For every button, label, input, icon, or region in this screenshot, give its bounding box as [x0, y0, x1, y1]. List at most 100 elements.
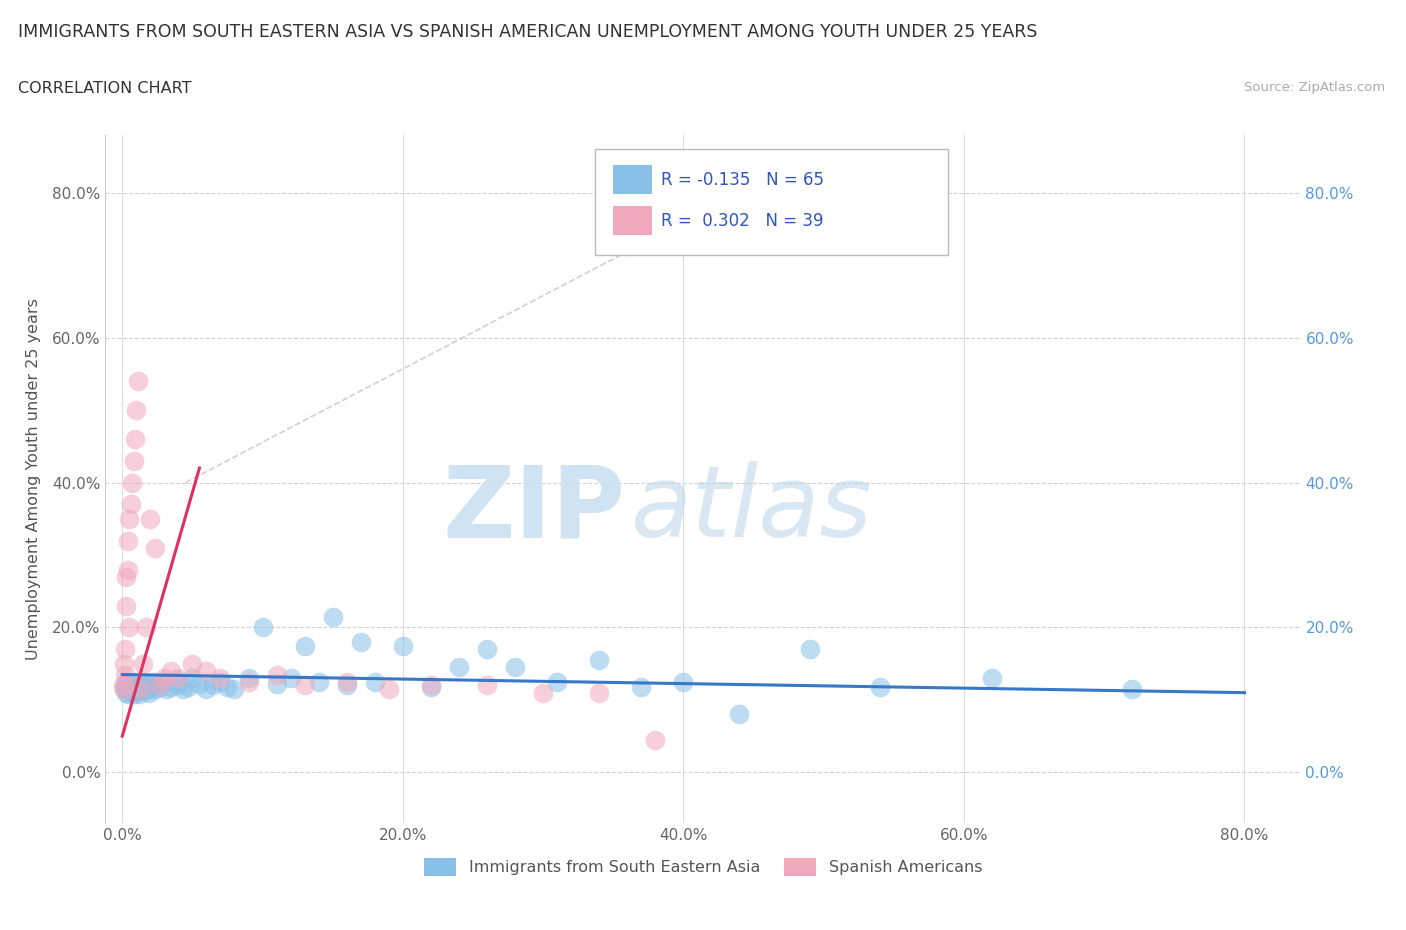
Point	[378, 682, 401, 697]
Point	[364, 674, 387, 689]
Point	[177, 680, 200, 695]
Point	[447, 660, 470, 675]
Point	[132, 657, 155, 671]
Point	[630, 680, 652, 695]
Point	[728, 707, 751, 722]
Point	[124, 432, 146, 446]
Point	[120, 676, 142, 691]
Point	[238, 674, 260, 689]
Point	[125, 403, 148, 418]
Point	[475, 678, 498, 693]
Point	[114, 667, 136, 682]
Point	[122, 454, 145, 469]
Point	[149, 680, 172, 695]
Point	[167, 678, 190, 693]
Point	[120, 684, 142, 698]
Point	[266, 676, 288, 691]
Point	[217, 680, 239, 695]
Point	[115, 569, 138, 584]
Point	[118, 620, 141, 635]
Point	[118, 512, 141, 526]
Point	[112, 682, 135, 697]
Point	[1121, 682, 1143, 697]
Point	[115, 685, 138, 700]
Point	[153, 674, 176, 689]
Text: Source: ZipAtlas.com: Source: ZipAtlas.com	[1244, 81, 1385, 94]
Point	[120, 497, 142, 512]
Point	[209, 674, 232, 689]
Point	[153, 671, 176, 685]
Point	[195, 663, 218, 678]
Text: R = -0.135   N = 65: R = -0.135 N = 65	[661, 170, 824, 189]
Point	[112, 682, 135, 697]
Point	[114, 642, 136, 657]
Point	[672, 674, 695, 689]
Point	[350, 634, 373, 649]
Point	[149, 678, 172, 693]
Point	[188, 676, 211, 691]
Point	[143, 682, 166, 697]
FancyBboxPatch shape	[596, 149, 948, 256]
Point	[588, 685, 610, 700]
Point	[125, 674, 148, 689]
Point	[143, 540, 166, 555]
Point	[531, 685, 554, 700]
Point	[121, 682, 143, 697]
Point	[588, 653, 610, 668]
Text: ZIP: ZIP	[443, 461, 626, 558]
Point	[129, 682, 152, 697]
Text: R =  0.302   N = 39: R = 0.302 N = 39	[661, 212, 824, 230]
Point	[419, 678, 441, 693]
Point	[294, 638, 316, 653]
FancyBboxPatch shape	[613, 166, 651, 194]
Point	[308, 674, 330, 689]
Point	[135, 676, 157, 691]
Point	[294, 678, 316, 693]
FancyBboxPatch shape	[613, 206, 651, 235]
Point	[138, 685, 160, 700]
Text: CORRELATION CHART: CORRELATION CHART	[18, 81, 191, 96]
Point	[117, 533, 139, 548]
Point	[195, 682, 218, 697]
Point	[125, 682, 148, 697]
Point	[475, 642, 498, 657]
Text: IMMIGRANTS FROM SOUTH EASTERN ASIA VS SPANISH AMERICAN UNEMPLOYMENT AMONG YOUTH : IMMIGRANTS FROM SOUTH EASTERN ASIA VS SP…	[18, 23, 1038, 41]
Point	[336, 678, 359, 693]
Point	[134, 684, 156, 698]
Point	[167, 671, 190, 685]
Point	[165, 672, 187, 687]
Point	[114, 678, 136, 693]
Point	[181, 671, 204, 685]
Point	[117, 562, 139, 577]
Legend: Immigrants from South Eastern Asia, Spanish Americans: Immigrants from South Eastern Asia, Span…	[418, 851, 988, 883]
Point	[799, 642, 821, 657]
Point	[172, 682, 194, 697]
Point	[115, 674, 138, 689]
Point	[117, 686, 139, 701]
Point	[252, 620, 274, 635]
Point	[139, 512, 162, 526]
Point	[160, 663, 183, 678]
Point	[122, 686, 145, 701]
Point	[121, 475, 143, 490]
Point	[118, 680, 141, 695]
Point	[224, 682, 246, 697]
Point	[181, 657, 204, 671]
Point	[112, 657, 135, 671]
Point	[128, 686, 150, 701]
Point	[139, 680, 162, 695]
Point	[392, 638, 415, 653]
Point	[111, 678, 134, 693]
Point	[209, 671, 232, 685]
Point	[136, 682, 159, 697]
Point	[419, 680, 441, 695]
Y-axis label: Unemployment Among Youth under 25 years: Unemployment Among Youth under 25 years	[25, 298, 41, 660]
Point	[160, 680, 183, 695]
Point	[266, 667, 288, 682]
Point	[127, 684, 149, 698]
Point	[146, 678, 169, 693]
Point	[156, 682, 179, 697]
Point	[644, 732, 666, 747]
Point	[127, 374, 149, 389]
Point	[115, 598, 138, 613]
